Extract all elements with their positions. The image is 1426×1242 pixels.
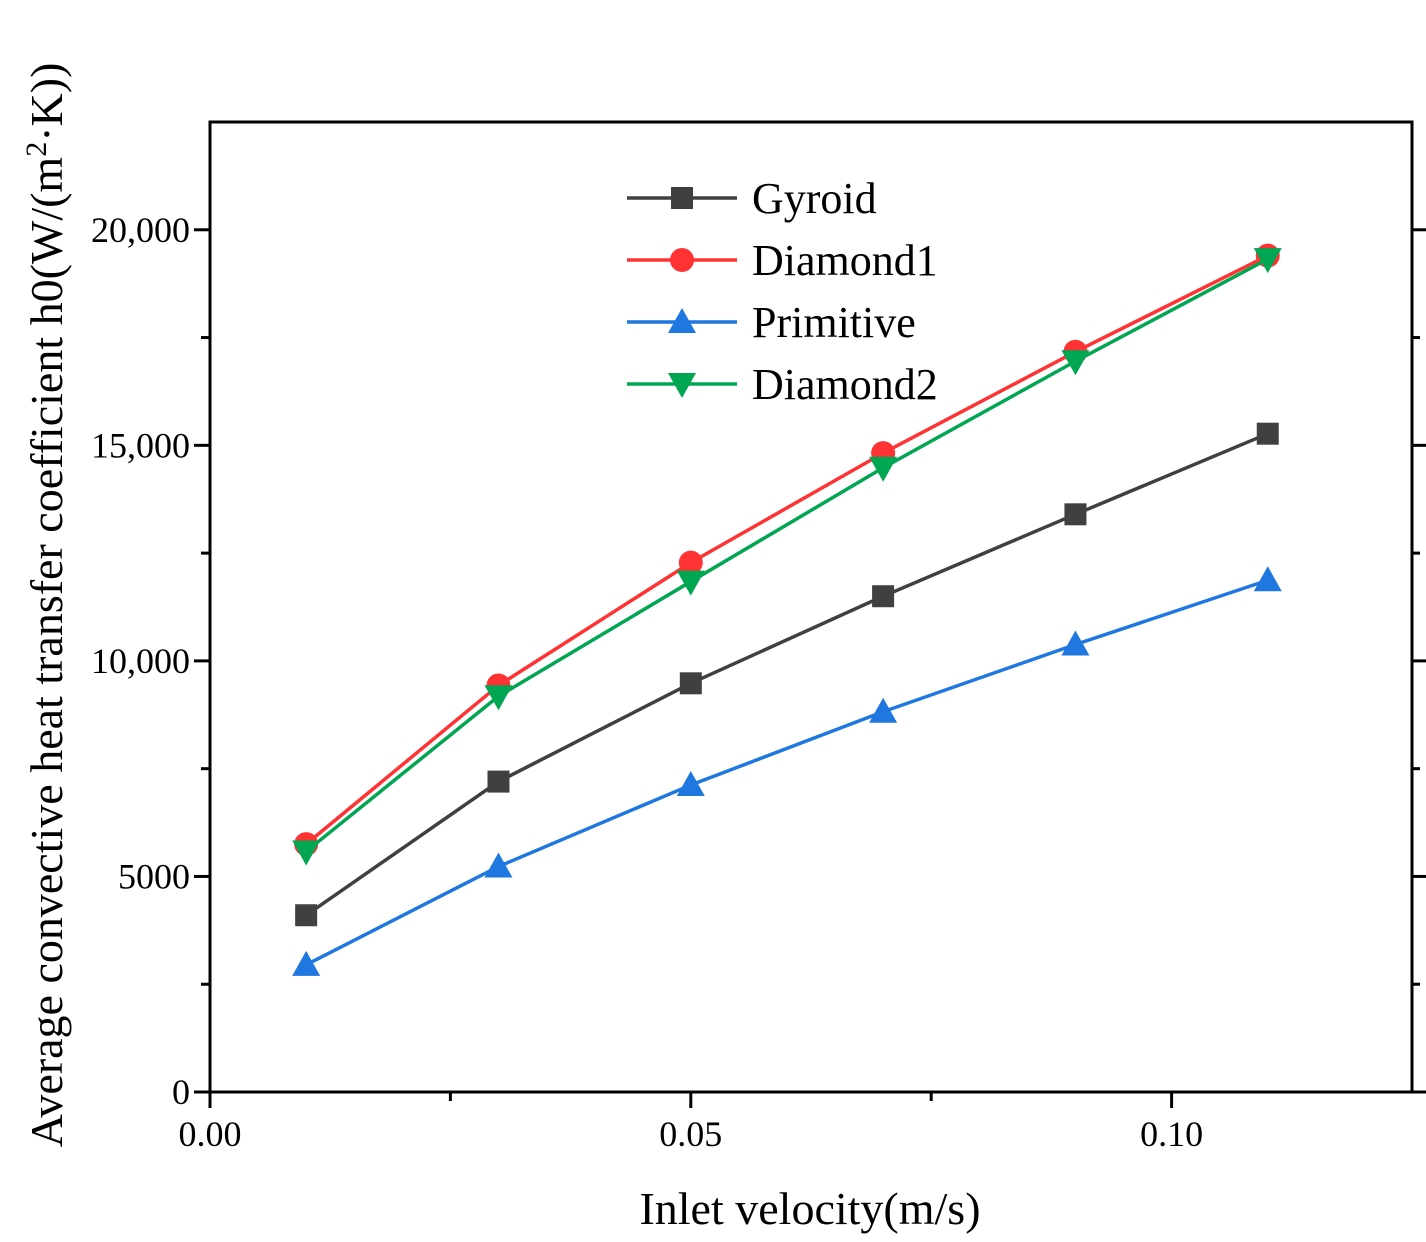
legend-marker-diamond2 (668, 373, 696, 398)
axis-ticks (194, 228, 1426, 1108)
data-point-gyroid (487, 770, 510, 793)
tick-labels: 0.00 0.05 0.10 0 5000 10,000 15,000 20,000 (91, 210, 1203, 1154)
legend-marker-diamond1 (670, 248, 694, 272)
data-point-primitive (484, 852, 513, 878)
legend-label-gyroid: Gyroid (752, 174, 877, 223)
legend-marker-gyroid (671, 187, 693, 209)
data-point-primitive (1253, 566, 1282, 592)
legend-label-primitive: Primitive (752, 298, 916, 347)
series-primitive (292, 566, 1282, 976)
y-tick-label: 5000 (118, 856, 190, 896)
data-point-diamond2 (676, 570, 705, 596)
series-diamond2 (292, 248, 1282, 866)
y-axis-title-superscript: 2 (20, 142, 53, 157)
legend-item-diamond1: Diamond1 (627, 236, 938, 285)
data-point-diamond1 (678, 550, 703, 575)
data-point-primitive (676, 771, 705, 797)
data-point-primitive (1061, 630, 1090, 656)
legend-item-gyroid: Gyroid (627, 174, 877, 223)
series-line-diamond1 (305, 254, 1269, 846)
legend-label-diamond1: Diamond1 (752, 236, 938, 285)
data-point-diamond2 (869, 456, 898, 482)
legend: Gyroid Diamond1 Primitive Diamond2 (627, 174, 938, 409)
series-line-primitive (305, 578, 1269, 967)
series-line-diamond2 (305, 257, 1269, 853)
data-point-gyroid (1256, 422, 1279, 445)
series-line-gyroid (305, 432, 1269, 917)
y-tick-label: 0 (172, 1072, 190, 1112)
legend-item-primitive: Primitive (627, 298, 916, 347)
data-point-diamond2 (292, 840, 321, 866)
x-tick-label: 0.00 (179, 1114, 242, 1154)
y-tick-label: 20,000 (91, 210, 190, 250)
data-point-diamond2 (1253, 248, 1282, 274)
series-gyroid (295, 422, 1279, 927)
y-tick-label: 10,000 (91, 641, 190, 681)
y-axis-title-main: Average convective heat transfer coeffic… (21, 157, 72, 1148)
series-layer (292, 243, 1282, 976)
legend-label-diamond2: Diamond2 (752, 360, 938, 409)
data-point-gyroid (295, 904, 318, 927)
x-axis-title: Inlet velocity(m/s) (639, 1183, 980, 1234)
y-axis-title: Average convective heat transfer coeffic… (20, 63, 72, 1148)
data-point-gyroid (872, 585, 895, 608)
x-tick-label: 0.05 (659, 1114, 722, 1154)
y-axis-title-tail: ·K)) (21, 63, 72, 142)
data-point-gyroid (679, 672, 702, 695)
data-point-gyroid (1064, 503, 1087, 526)
data-point-primitive (292, 950, 321, 976)
y-tick-label: 15,000 (91, 425, 190, 465)
x-tick-label: 0.10 (1140, 1114, 1203, 1154)
legend-item-diamond2: Diamond2 (627, 360, 938, 409)
data-point-diamond2 (1061, 350, 1090, 376)
legend-marker-primitive (668, 308, 696, 333)
data-point-primitive (869, 697, 898, 723)
data-point-diamond2 (484, 685, 513, 711)
plot-frame (208, 120, 1414, 1094)
